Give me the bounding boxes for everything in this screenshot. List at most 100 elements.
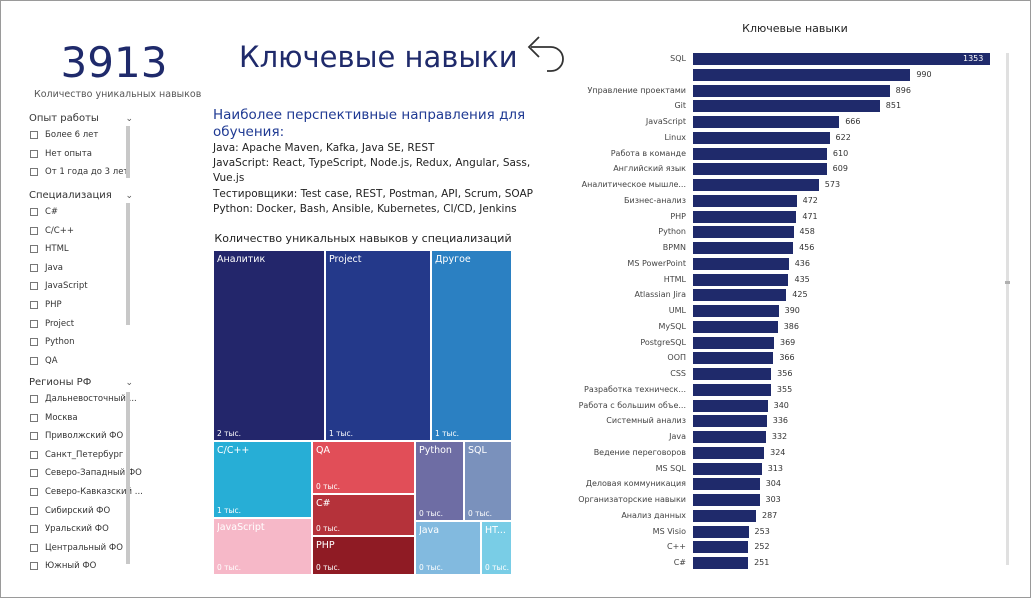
checkbox[interactable] bbox=[30, 208, 38, 216]
checkbox[interactable] bbox=[30, 506, 38, 515]
bar[interactable] bbox=[693, 179, 819, 191]
slicer-regions-header[interactable]: Регионы РФ ⌄ bbox=[29, 377, 133, 388]
treemap-tile[interactable]: HT... 0 тыс. bbox=[481, 521, 512, 575]
bar[interactable] bbox=[693, 399, 768, 412]
checkbox[interactable] bbox=[30, 395, 38, 403]
bar[interactable] bbox=[693, 320, 778, 333]
slicer-option[interactable]: Приволжский ФО bbox=[30, 431, 123, 441]
slicer-option[interactable]: Уральский ФО bbox=[30, 524, 109, 534]
treemap-tile[interactable]: C/C++ 1 тыс. bbox=[213, 441, 312, 518]
bar[interactable] bbox=[693, 289, 787, 302]
checkbox[interactable] bbox=[30, 488, 38, 496]
slicer-specialization-header[interactable]: Специализация ⌄ bbox=[29, 190, 133, 201]
checkbox[interactable] bbox=[30, 413, 38, 422]
slicer-option[interactable]: PHP bbox=[30, 300, 62, 310]
checkbox[interactable] bbox=[30, 543, 38, 552]
treemap-tile[interactable]: Python 0 тыс. bbox=[415, 441, 464, 521]
checkbox[interactable] bbox=[30, 450, 38, 459]
slicer-option[interactable]: Санкт_Петербург bbox=[30, 450, 123, 460]
bar[interactable] bbox=[693, 352, 774, 365]
slicer-option[interactable]: C# bbox=[30, 207, 58, 217]
bar[interactable] bbox=[693, 84, 890, 97]
slicer-option[interactable]: Дальневосточный ... bbox=[30, 394, 137, 404]
treemap-tile[interactable]: PHP 0 тыс. bbox=[312, 536, 415, 575]
checkbox[interactable] bbox=[30, 131, 38, 139]
checkbox[interactable] bbox=[30, 469, 38, 478]
bar[interactable] bbox=[693, 446, 765, 459]
bar[interactable] bbox=[693, 68, 911, 81]
slicer-option[interactable]: C/C++ bbox=[30, 226, 74, 236]
slicer-option[interactable]: Сибирский ФО bbox=[30, 506, 110, 516]
bar[interactable] bbox=[693, 383, 771, 396]
bar[interactable] bbox=[693, 557, 749, 569]
checkbox[interactable] bbox=[30, 301, 38, 309]
bar[interactable] bbox=[693, 525, 749, 538]
bar[interactable] bbox=[693, 305, 779, 317]
bar[interactable] bbox=[693, 336, 774, 349]
slicer-option[interactable]: Северо-Западный ФО bbox=[30, 468, 142, 478]
bar[interactable] bbox=[693, 257, 789, 270]
slicer-option[interactable]: Project bbox=[30, 319, 74, 329]
checkbox[interactable] bbox=[30, 168, 38, 177]
checkbox[interactable] bbox=[30, 525, 38, 534]
slicer-option[interactable]: Южный ФО bbox=[30, 561, 96, 571]
back-arrow-icon[interactable] bbox=[517, 27, 567, 77]
slicer-option[interactable]: Python bbox=[30, 337, 74, 347]
bar[interactable] bbox=[693, 210, 797, 223]
checkbox[interactable] bbox=[30, 263, 38, 272]
bar[interactable] bbox=[693, 509, 756, 522]
treemap-tile[interactable]: Java 0 тыс. bbox=[415, 521, 481, 575]
treemap-tile[interactable]: SQL 0 тыс. bbox=[464, 441, 512, 521]
checkbox[interactable] bbox=[30, 149, 38, 158]
bar[interactable] bbox=[693, 147, 827, 160]
checkbox[interactable] bbox=[30, 432, 38, 441]
slicer-option[interactable]: JavaScript bbox=[30, 281, 88, 291]
chevron-down-icon[interactable]: ⌄ bbox=[125, 113, 133, 124]
slicer-scrollbar[interactable] bbox=[126, 203, 130, 325]
checkbox[interactable] bbox=[30, 319, 38, 328]
bar[interactable] bbox=[693, 226, 794, 239]
bar[interactable] bbox=[693, 131, 830, 144]
treemap-tile[interactable]: JavaScript 0 тыс. bbox=[213, 518, 312, 575]
checkbox[interactable] bbox=[30, 562, 38, 571]
bar[interactable] bbox=[693, 100, 880, 113]
slicer-option[interactable]: Москва bbox=[30, 413, 78, 423]
bar[interactable] bbox=[693, 194, 797, 207]
slicer-scrollbar[interactable] bbox=[126, 392, 130, 564]
slicer-option[interactable]: Центральный ФО bbox=[30, 543, 123, 553]
checkbox[interactable] bbox=[30, 356, 38, 365]
treemap-tile[interactable]: Аналитик 2 тыс. bbox=[213, 250, 325, 441]
bar[interactable] bbox=[693, 273, 789, 286]
slicer-option[interactable]: Java bbox=[30, 263, 63, 273]
bar[interactable] bbox=[693, 541, 749, 554]
slicer-experience-header[interactable]: Опыт работы ⌄ bbox=[29, 113, 133, 124]
bar[interactable] bbox=[693, 242, 794, 254]
checkbox[interactable] bbox=[30, 226, 38, 235]
treemap-tile[interactable]: Project 1 тыс. bbox=[325, 250, 431, 441]
slicer-option[interactable]: Северо-Кавказский ... bbox=[30, 487, 143, 497]
treemap-tile[interactable]: QA 0 тыс. bbox=[312, 441, 415, 494]
checkbox[interactable] bbox=[30, 338, 38, 347]
bar[interactable] bbox=[693, 494, 760, 506]
chevron-down-icon[interactable]: ⌄ bbox=[125, 377, 133, 388]
slicer-option[interactable]: От 1 года до 3 лет bbox=[30, 167, 128, 177]
slicer-option[interactable]: HTML bbox=[30, 244, 69, 254]
bar[interactable] bbox=[693, 431, 766, 443]
bar[interactable] bbox=[693, 368, 772, 380]
bar[interactable] bbox=[693, 415, 767, 428]
bar-chart-scrollbar[interactable] bbox=[1005, 53, 1010, 565]
slicer-option[interactable]: QA bbox=[30, 356, 58, 366]
bar[interactable] bbox=[693, 163, 827, 176]
bar[interactable] bbox=[693, 116, 840, 128]
bar[interactable] bbox=[693, 53, 990, 65]
treemap-tile[interactable]: C# 0 тыс. bbox=[312, 494, 415, 536]
chevron-down-icon[interactable]: ⌄ bbox=[125, 190, 133, 201]
slicer-option[interactable]: Более 6 лет bbox=[30, 130, 98, 140]
checkbox[interactable] bbox=[30, 282, 38, 291]
slicer-scrollbar[interactable] bbox=[126, 126, 130, 178]
bar[interactable] bbox=[693, 478, 760, 491]
treemap-tile[interactable]: Другое 1 тыс. bbox=[431, 250, 512, 441]
slicer-option[interactable]: Нет опыта bbox=[30, 149, 92, 159]
bar[interactable] bbox=[693, 462, 762, 475]
checkbox[interactable] bbox=[30, 245, 38, 254]
